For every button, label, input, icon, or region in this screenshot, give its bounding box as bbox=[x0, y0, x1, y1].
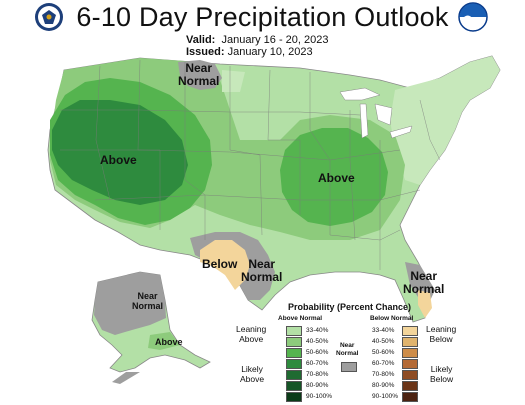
legend-likely-above: Likely Above bbox=[240, 364, 265, 384]
alaska-near-normal-south bbox=[112, 372, 140, 384]
valid-dates: Valid: January 16 - 20, 2023 bbox=[186, 34, 329, 46]
legend-below-swatch bbox=[402, 359, 418, 369]
label-above-west: Above bbox=[100, 153, 137, 167]
below-florida bbox=[418, 290, 432, 318]
label-above-alaska: Above bbox=[155, 337, 183, 347]
midwest-above-outer bbox=[280, 128, 388, 226]
state-borders bbox=[60, 59, 441, 270]
legend-below-swatch bbox=[402, 326, 418, 336]
legend-below-range-label: 90-100% bbox=[372, 393, 399, 400]
label-near-normal-texas: Near Normal bbox=[241, 257, 283, 284]
near-normal-north bbox=[178, 60, 222, 90]
legend-near-normal-swatch bbox=[341, 362, 357, 372]
legend-below-swatch bbox=[402, 348, 418, 358]
legend-below-swatch bbox=[402, 337, 418, 347]
legend-below-swatch bbox=[402, 392, 418, 402]
legend-above-swatch bbox=[286, 370, 302, 380]
legend-below-range-label: 70-80% bbox=[372, 371, 395, 378]
legend-below-swatch bbox=[402, 370, 418, 380]
lake-michigan bbox=[359, 103, 369, 139]
alaska-above-darker bbox=[148, 332, 180, 350]
label-above-midwest: Above bbox=[318, 171, 355, 185]
west-above-inner bbox=[52, 100, 188, 205]
doc-seal-icon bbox=[35, 3, 63, 31]
legend-below-range-label: 33-40% bbox=[372, 327, 395, 334]
alaska-near-normal bbox=[94, 272, 166, 335]
header: 6-10 Day Precipitation Outlook Valid: Ja… bbox=[0, 0, 525, 58]
legend-above-swatch bbox=[286, 359, 302, 369]
noaa-logo-icon bbox=[458, 2, 488, 32]
legend-above-swatch bbox=[286, 348, 302, 358]
legend-above-swatch bbox=[286, 381, 302, 391]
legend-above-swatch bbox=[286, 337, 302, 347]
legend-above-range-label: 40-50% bbox=[306, 338, 329, 345]
legend-above-range-label: 33-40% bbox=[306, 327, 329, 334]
legend-above-swatch bbox=[286, 392, 302, 402]
near-normal-north-light bbox=[222, 70, 245, 92]
legend-below-swatch bbox=[402, 381, 418, 391]
label-below-texas: Below bbox=[202, 257, 238, 271]
legend-leaning-above: Leaning Above bbox=[236, 324, 267, 344]
legend-above-swatch bbox=[286, 326, 302, 336]
lake-erie bbox=[389, 125, 413, 139]
page-title: 6-10 Day Precipitation Outlook bbox=[76, 2, 449, 32]
legend-below-range-label: 60-70% bbox=[372, 360, 395, 367]
legend-below-header: Below Normal bbox=[370, 315, 414, 322]
legend-above-range-label: 50-60% bbox=[306, 349, 329, 356]
legend-above-range-label: 60-70% bbox=[306, 360, 329, 367]
legend-above-header: Above Normal bbox=[278, 315, 323, 322]
legend: Probability (Percent Chance) Above Norma… bbox=[230, 302, 522, 402]
label-near-normal-alaska: Near Normal bbox=[132, 291, 164, 311]
issued-date: Issued: January 10, 2023 bbox=[186, 46, 313, 58]
legend-leaning-below: Leaning Below bbox=[426, 324, 457, 344]
legend-below-range-label: 80-90% bbox=[372, 382, 395, 389]
legend-below-range-label: 50-60% bbox=[372, 349, 395, 356]
legend-likely-below: Likely Below bbox=[430, 364, 454, 384]
legend-title: Probability (Percent Chance) bbox=[288, 302, 412, 312]
legend-above-range-label: 90-100% bbox=[306, 393, 333, 400]
lake-superior bbox=[339, 87, 381, 101]
legend-above-range-label: 80-90% bbox=[306, 382, 329, 389]
lake-huron bbox=[374, 103, 393, 126]
label-near-normal-north: Near Normal bbox=[178, 61, 220, 88]
below-texas bbox=[200, 240, 250, 290]
east-light-region bbox=[390, 56, 500, 185]
legend-near-normal-label: Near Normal bbox=[336, 342, 359, 357]
legend-above-range-label: 70-80% bbox=[306, 371, 329, 378]
legend-below-range-label: 40-50% bbox=[372, 338, 395, 345]
label-near-normal-southeast: Near Normal bbox=[403, 269, 445, 296]
